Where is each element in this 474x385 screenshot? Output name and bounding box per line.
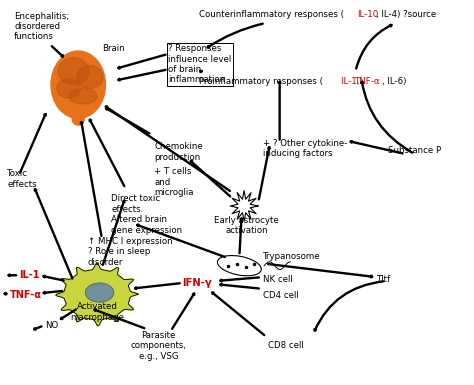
Text: IL-1: IL-1 [19, 270, 39, 280]
Text: Activated
macrophage: Activated macrophage [70, 302, 124, 321]
Text: , IL-6): , IL-6) [382, 77, 406, 86]
Text: NO: NO [45, 321, 58, 330]
Ellipse shape [58, 58, 89, 85]
Polygon shape [230, 191, 258, 221]
Ellipse shape [85, 283, 114, 302]
Text: CD4 cell: CD4 cell [263, 291, 299, 300]
Text: , IL-4) ?source: , IL-4) ?source [376, 10, 436, 18]
Text: Substance P: Substance P [388, 146, 441, 155]
Text: + T cells
and
microglia: + T cells and microglia [154, 167, 193, 197]
Text: Toxic
effects: Toxic effects [7, 169, 37, 189]
Text: Parasite
components,
e.g., VSG: Parasite components, e.g., VSG [131, 331, 187, 361]
Ellipse shape [77, 65, 103, 89]
Text: Early astrocyte
activation: Early astrocyte activation [214, 216, 279, 235]
Text: ↑ MHC I expression
? Role in sleep
disorder: ↑ MHC I expression ? Role in sleep disor… [88, 237, 173, 266]
Text: Tltf: Tltf [377, 275, 391, 284]
Ellipse shape [218, 256, 261, 276]
Text: ? Responses
influence level
of brain
inflammation: ? Responses influence level of brain inf… [168, 44, 231, 84]
Text: IFN-γ: IFN-γ [182, 278, 211, 288]
Text: Encephalitis;
disordered
functions: Encephalitis; disordered functions [14, 12, 70, 41]
Text: IL-10: IL-10 [357, 10, 379, 18]
Text: IL-1,: IL-1, [341, 77, 362, 86]
Ellipse shape [72, 114, 84, 125]
Text: Proinflammatory responses (: Proinflammatory responses ( [199, 77, 323, 86]
Text: TNF-α: TNF-α [355, 77, 381, 86]
Text: Brain: Brain [102, 44, 125, 53]
Text: Chemokine
production: Chemokine production [154, 142, 203, 162]
Text: Direct toxic
effects.
Altered brain
gene expression: Direct toxic effects. Altered brain gene… [111, 194, 182, 234]
Text: NK cell: NK cell [263, 275, 293, 284]
Text: Trypanosome: Trypanosome [263, 252, 321, 261]
Polygon shape [56, 263, 138, 326]
Text: + ? Other cytokine-
inducing factors: + ? Other cytokine- inducing factors [263, 139, 347, 158]
Text: Counterinflammatory responses (: Counterinflammatory responses ( [199, 10, 344, 18]
Ellipse shape [57, 79, 81, 98]
Ellipse shape [69, 89, 97, 104]
Ellipse shape [51, 51, 105, 119]
Text: TNF-α: TNF-α [9, 290, 42, 300]
Text: CD8 cell: CD8 cell [268, 341, 303, 350]
